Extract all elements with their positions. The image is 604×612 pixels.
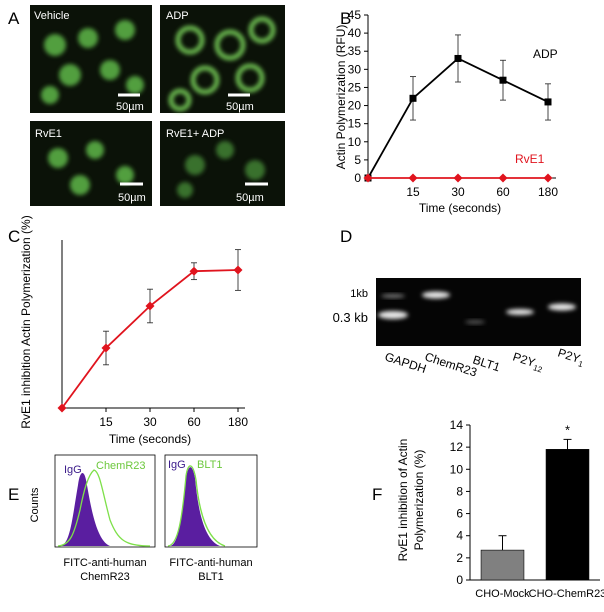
y-tick-label: 40 xyxy=(348,26,362,40)
series-label: RvE1 xyxy=(515,152,545,166)
panel-label: C xyxy=(8,227,20,246)
micrograph: RvE1+ ADP 50µm xyxy=(160,121,285,206)
legend-label: IgG xyxy=(64,464,82,476)
y-axis-label: RvE1 inhibition of Actin xyxy=(396,439,410,562)
x-tick-label: 60 xyxy=(187,415,201,429)
y-tick-label: 4 xyxy=(456,529,463,543)
y-tick-label: 5 xyxy=(354,153,361,167)
axis-label: BLT1 xyxy=(198,571,223,583)
x-axis-label: Time (seconds) xyxy=(419,201,501,215)
micrograph-label: ADP xyxy=(166,10,189,22)
y-axis-label: Actin Polymerization (RFU) xyxy=(334,25,348,170)
panel-label: D xyxy=(340,227,352,246)
scale-label: 50µm xyxy=(118,192,146,204)
micrograph-label: Vehicle xyxy=(34,10,69,22)
y-tick-label: 15 xyxy=(348,117,362,131)
data-point xyxy=(544,98,552,106)
micrograph: ADP 50µm xyxy=(160,5,285,113)
bar xyxy=(480,549,525,581)
y-tick-label: 30 xyxy=(348,62,362,76)
y-tick-label: 2 xyxy=(456,551,463,565)
y-tick-label: 10 xyxy=(450,462,464,476)
x-tick-label: 15 xyxy=(406,185,420,199)
data-point xyxy=(543,173,553,183)
panel-label: B xyxy=(340,9,351,28)
y-axis-label: Polymerization (%) xyxy=(412,450,426,551)
axis-label: Counts xyxy=(29,487,41,522)
x-axis-label: Time (seconds) xyxy=(109,432,191,446)
legend-label: IgG xyxy=(168,459,186,471)
panel-label: A xyxy=(8,9,20,28)
lane-label: P2Y12 xyxy=(510,350,546,375)
scale-label: 50µm xyxy=(226,101,254,113)
data-point xyxy=(498,173,508,183)
lane-subscript: 1 xyxy=(577,359,585,369)
y-tick-label: 0 xyxy=(354,171,361,185)
lane-text: P2Y xyxy=(556,346,582,366)
flow-histogram: IgG ChemR23 FITC-anti-human ChemR23 xyxy=(54,454,156,583)
data-point xyxy=(454,54,462,62)
data-point xyxy=(499,76,507,84)
data-point xyxy=(453,173,463,183)
x-tick-label: CHO-Mock xyxy=(475,588,530,600)
lane-label: P2Y1 xyxy=(555,346,586,370)
flow-histogram: IgG BLT1 FITC-anti-human BLT1 xyxy=(164,454,258,583)
y-tick-label: 6 xyxy=(456,507,463,521)
x-tick-label: 30 xyxy=(451,185,465,199)
y-tick-label: 10 xyxy=(348,135,362,149)
y-tick-label: 0 xyxy=(456,573,463,587)
data-point xyxy=(57,403,67,413)
lane-subscript: 12 xyxy=(532,363,544,374)
y-tick-label: 20 xyxy=(348,99,362,113)
x-tick-label: 30 xyxy=(143,415,157,429)
data-point xyxy=(101,343,111,353)
data-point xyxy=(233,265,243,275)
gel: 1kb 0.3 kb xyxy=(333,278,581,346)
bar xyxy=(545,449,590,581)
x-tick-label: CHO-ChemR23 xyxy=(529,588,604,600)
micrograph-label: RvE1 xyxy=(35,128,62,140)
lane-label: GAPDH xyxy=(383,350,428,377)
scale-label: 50µm xyxy=(236,192,264,204)
micrograph-label: RvE1+ ADP xyxy=(166,128,224,140)
annotation: * xyxy=(565,422,570,437)
x-tick-label: 60 xyxy=(496,185,510,199)
marker-label: 1kb xyxy=(350,288,368,300)
y-axis-label: RvE1 inhibition Actin Polymerization (%) xyxy=(19,215,33,428)
lane-text: P2Y xyxy=(511,350,537,370)
lane-text: GAPDH xyxy=(383,350,428,377)
scale-label: 50µm xyxy=(116,101,144,113)
axis-label: FITC-anti-human xyxy=(169,557,252,569)
axis-label: ChemR23 xyxy=(80,571,130,583)
x-tick-label: 180 xyxy=(228,415,248,429)
y-tick-label: 12 xyxy=(450,440,464,454)
data-point xyxy=(363,173,373,183)
legend-label: BLT1 xyxy=(197,459,222,471)
y-tick-label: 35 xyxy=(348,44,362,58)
series-label: ADP xyxy=(533,47,558,61)
micrograph: Vehicle 50µm xyxy=(30,5,152,113)
panel-label: F xyxy=(372,485,382,504)
y-tick-label: 45 xyxy=(348,8,362,22)
axis-label: FITC-anti-human xyxy=(63,557,146,569)
data-point xyxy=(189,266,199,276)
legend-label: ChemR23 xyxy=(96,460,146,472)
y-tick-label: 8 xyxy=(456,484,463,498)
y-tick-label: 14 xyxy=(450,418,464,432)
x-tick-label: 15 xyxy=(99,415,113,429)
data-point xyxy=(409,94,417,102)
x-tick-label: 180 xyxy=(538,185,558,199)
micrograph: RvE1 50µm xyxy=(30,121,152,206)
y-tick-label: 25 xyxy=(348,80,362,94)
data-point xyxy=(145,301,155,311)
data-point xyxy=(408,173,418,183)
marker-label: 0.3 kb xyxy=(333,310,368,325)
panel-label: E xyxy=(8,485,19,504)
